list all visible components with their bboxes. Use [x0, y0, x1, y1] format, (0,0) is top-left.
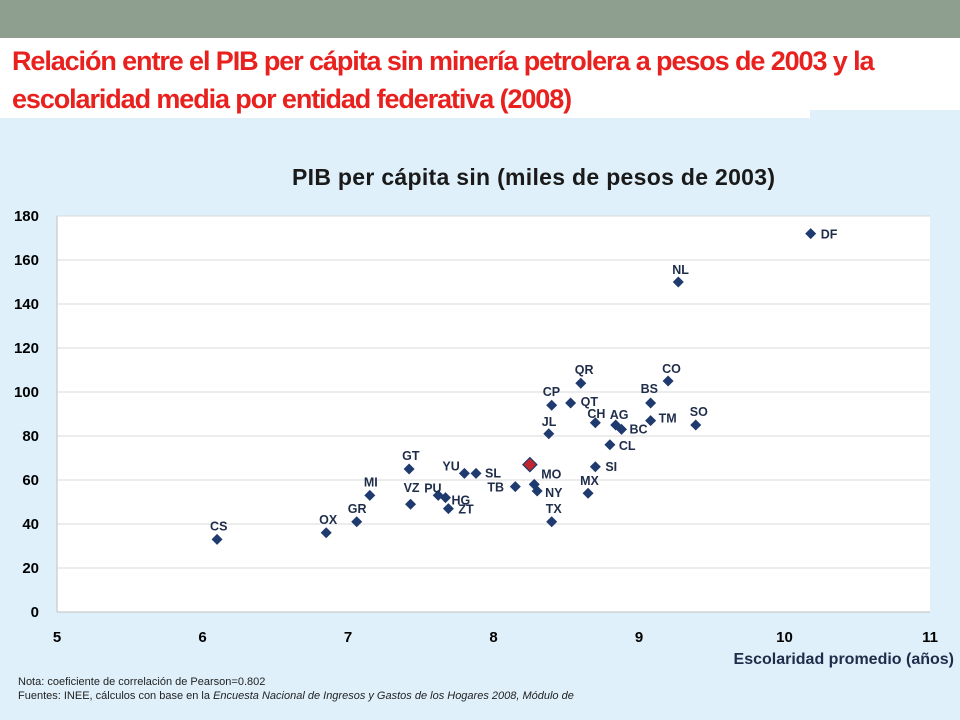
- point-label: QT: [581, 395, 599, 409]
- point-label: SO: [690, 405, 708, 419]
- point-label: MO: [541, 467, 561, 481]
- y-tick-label: 140: [14, 296, 39, 313]
- data-point: [546, 399, 558, 411]
- data-point: [470, 467, 482, 479]
- point-label: BS: [641, 382, 658, 396]
- data-point: [403, 463, 415, 475]
- national-average-point: [522, 456, 538, 473]
- y-tick-label: 80: [22, 428, 39, 445]
- point-label: AG: [610, 408, 629, 422]
- data-point: [582, 487, 594, 499]
- scatter-chart: 0 20 40 60 80 100 120 140 160 180 5 6 7 8 9 10 11 DF NL CO Q…: [14, 208, 938, 646]
- point-label: OX: [319, 513, 338, 527]
- source-note-title: Encuesta Nacional de Ingresos y Gastos d…: [213, 690, 574, 702]
- point-label: CP: [543, 385, 560, 399]
- point-label: QR: [575, 363, 594, 377]
- data-point: [364, 489, 376, 501]
- data-point: [575, 377, 587, 389]
- x-tick-label: 7: [344, 629, 352, 646]
- x-tick-label: 5: [53, 629, 61, 646]
- x-tick-label: 8: [489, 629, 497, 646]
- data-point: [211, 533, 223, 545]
- point-label: CS: [210, 519, 227, 533]
- y-tick-label: 40: [22, 516, 39, 533]
- point-label: YU: [442, 459, 459, 473]
- y-tick-label: 20: [22, 560, 39, 577]
- data-point: [351, 516, 363, 528]
- point-label: BC: [630, 422, 648, 436]
- data-point: [589, 461, 601, 473]
- x-tick-label: 6: [198, 629, 206, 646]
- data-point: [805, 228, 817, 240]
- data-point: [405, 498, 417, 510]
- point-label: ZT: [458, 503, 474, 517]
- footnote: Nota: coeficiente de correlación de Pear…: [18, 675, 574, 703]
- x-tick-label: 9: [635, 629, 643, 646]
- x-axis-label: Escolaridad promedio (años): [733, 651, 954, 668]
- chart-title: PIB per cápita sin (miles de pesos de 20…: [292, 164, 776, 190]
- data-point: [604, 439, 616, 451]
- y-tick-label: 0: [31, 604, 39, 621]
- data-point: [320, 527, 332, 539]
- point-label: DF: [821, 228, 838, 242]
- point-label: GT: [402, 449, 420, 463]
- point-label: MI: [364, 475, 378, 489]
- data-point: [439, 492, 451, 504]
- data-point: [442, 503, 454, 515]
- data-point: [543, 428, 555, 440]
- data-point: [672, 276, 684, 288]
- pearson-note: Nota: coeficiente de correlación de Pear…: [18, 676, 266, 688]
- point-label: MX: [580, 474, 599, 488]
- y-tick-label: 120: [14, 340, 39, 357]
- x-tick-label: 11: [922, 629, 938, 646]
- data-point: [509, 481, 521, 493]
- point-label: JL: [542, 415, 557, 429]
- x-tick-label: 10: [776, 629, 793, 646]
- point-label: SL: [485, 466, 501, 480]
- point-label: NL: [672, 263, 689, 277]
- y-tick-label: 160: [14, 252, 39, 269]
- y-tick-label: 180: [14, 208, 39, 225]
- point-label: PU: [424, 481, 441, 495]
- data-point: [458, 467, 470, 479]
- slide-title: Relación entre el PIB per cápita sin min…: [12, 46, 875, 114]
- y-tick-label: 100: [14, 384, 39, 401]
- point-label: VZ: [404, 481, 420, 495]
- point-label: CL: [619, 439, 636, 453]
- source-note-prefix: Fuentes: INEE, cálculos con base en la: [18, 690, 214, 702]
- data-point: [645, 397, 657, 409]
- point-label: SI: [605, 460, 617, 474]
- y-tick-label: 60: [22, 472, 39, 489]
- point-label: NY: [545, 486, 563, 500]
- point-label: TM: [659, 412, 677, 426]
- point-label: GR: [348, 502, 367, 516]
- data-point: [645, 415, 657, 427]
- point-label: TB: [487, 481, 504, 495]
- point-label: CH: [587, 407, 605, 421]
- point-label: CO: [662, 362, 681, 376]
- data-point: [690, 419, 702, 431]
- point-label: HG: [451, 494, 470, 508]
- title-box: [0, 38, 810, 118]
- data-point: [565, 397, 577, 409]
- data-point: [546, 516, 558, 528]
- data-point: [616, 423, 628, 435]
- top-band: [0, 0, 960, 38]
- data-point: [589, 417, 601, 429]
- data-point: [531, 485, 543, 497]
- point-label: TX: [546, 502, 563, 516]
- data-point: [662, 375, 674, 387]
- plot-area: [57, 216, 930, 612]
